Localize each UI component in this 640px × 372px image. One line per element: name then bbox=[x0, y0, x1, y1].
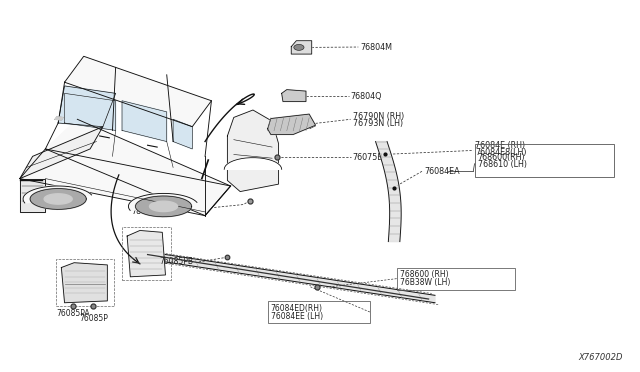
Polygon shape bbox=[150, 201, 177, 212]
Text: 76085PA: 76085PA bbox=[56, 309, 90, 318]
Polygon shape bbox=[136, 196, 191, 217]
Polygon shape bbox=[127, 231, 166, 277]
Text: 768600(RH): 768600(RH) bbox=[477, 153, 525, 161]
Text: 76790N (RH): 76790N (RH) bbox=[353, 112, 404, 121]
Text: 76084EA: 76084EA bbox=[424, 167, 460, 176]
Polygon shape bbox=[65, 93, 116, 131]
Polygon shape bbox=[20, 149, 230, 216]
Polygon shape bbox=[291, 41, 312, 54]
Text: 76793N (LH): 76793N (LH) bbox=[353, 119, 403, 128]
Bar bbox=[268, 301, 370, 323]
Polygon shape bbox=[224, 158, 282, 169]
Polygon shape bbox=[173, 119, 192, 149]
Polygon shape bbox=[20, 179, 45, 212]
Polygon shape bbox=[268, 114, 316, 135]
Text: X767002D: X767002D bbox=[579, 353, 623, 362]
Text: 76084ED(RH): 76084ED(RH) bbox=[271, 304, 323, 313]
Bar bbox=[397, 267, 515, 290]
Circle shape bbox=[294, 44, 304, 50]
Polygon shape bbox=[45, 119, 230, 216]
Polygon shape bbox=[282, 90, 306, 102]
Text: 76B38W (LH): 76B38W (LH) bbox=[400, 278, 450, 287]
Polygon shape bbox=[122, 101, 167, 141]
Polygon shape bbox=[65, 56, 211, 127]
Text: 76084E (RH): 76084E (RH) bbox=[475, 141, 525, 150]
Polygon shape bbox=[376, 141, 401, 241]
Polygon shape bbox=[20, 127, 103, 179]
Text: 76085P: 76085P bbox=[79, 314, 108, 323]
Polygon shape bbox=[30, 189, 86, 209]
Text: 76084EE (LH): 76084EE (LH) bbox=[271, 312, 323, 321]
Polygon shape bbox=[55, 117, 63, 120]
Text: 76075B: 76075B bbox=[353, 153, 383, 161]
Text: 76804M: 76804M bbox=[360, 42, 392, 51]
Polygon shape bbox=[129, 193, 197, 211]
Text: 76084E8(LH): 76084E8(LH) bbox=[475, 148, 527, 157]
Polygon shape bbox=[61, 263, 108, 303]
Text: 78884J: 78884J bbox=[132, 208, 159, 217]
Polygon shape bbox=[44, 194, 72, 204]
Polygon shape bbox=[23, 186, 92, 203]
Text: 76085PB: 76085PB bbox=[159, 257, 193, 266]
Polygon shape bbox=[141, 251, 435, 303]
Text: 768600 (RH): 768600 (RH) bbox=[400, 270, 449, 279]
Bar bbox=[122, 227, 171, 280]
Text: 76804Q: 76804Q bbox=[351, 92, 382, 101]
Bar bbox=[474, 144, 614, 177]
Polygon shape bbox=[58, 86, 116, 127]
Polygon shape bbox=[227, 110, 278, 192]
Text: 768610 (LH): 768610 (LH) bbox=[477, 160, 527, 169]
Bar bbox=[56, 259, 114, 307]
